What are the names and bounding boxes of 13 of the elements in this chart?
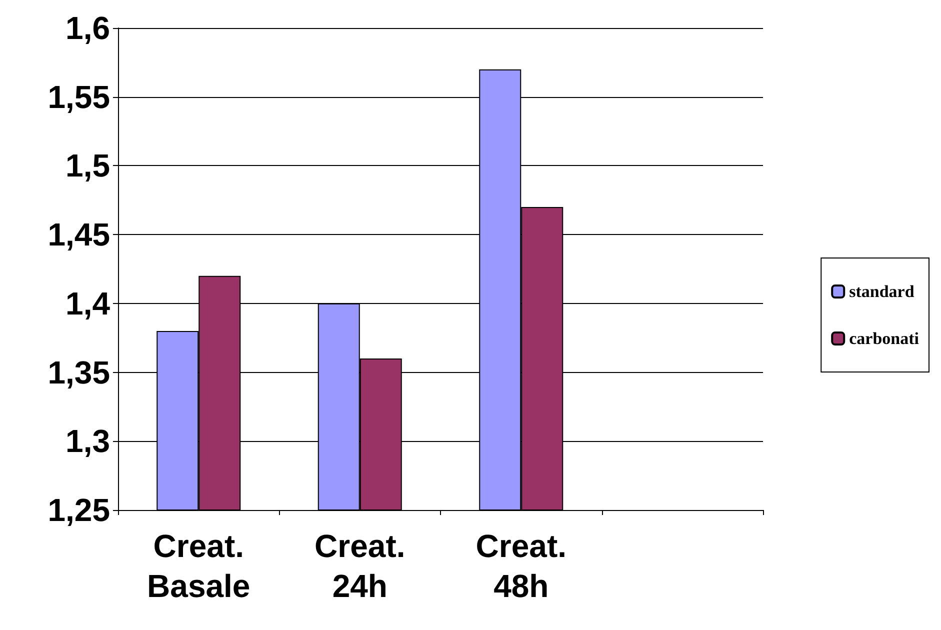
y-tick-label: 1,25 [48, 492, 110, 528]
x-tick-label: Creat. 48h [476, 528, 566, 604]
y-tick-label: 1,55 [48, 78, 110, 115]
y-tick-label: 1,35 [48, 354, 110, 390]
y-tick-label: 1,5 [66, 148, 110, 184]
y-tick-label: 1,6 [66, 10, 110, 46]
legend-label: carbonati [849, 329, 920, 348]
y-tick-label: 1,3 [66, 423, 110, 460]
y-tick-label: 1,45 [48, 216, 110, 253]
x-tick-label: Creat. 24h [314, 528, 406, 604]
x-tick-label: Creat. Basale [147, 528, 250, 604]
y-tick-label: 1,4 [66, 285, 110, 322]
legend-label: standard [849, 282, 915, 301]
